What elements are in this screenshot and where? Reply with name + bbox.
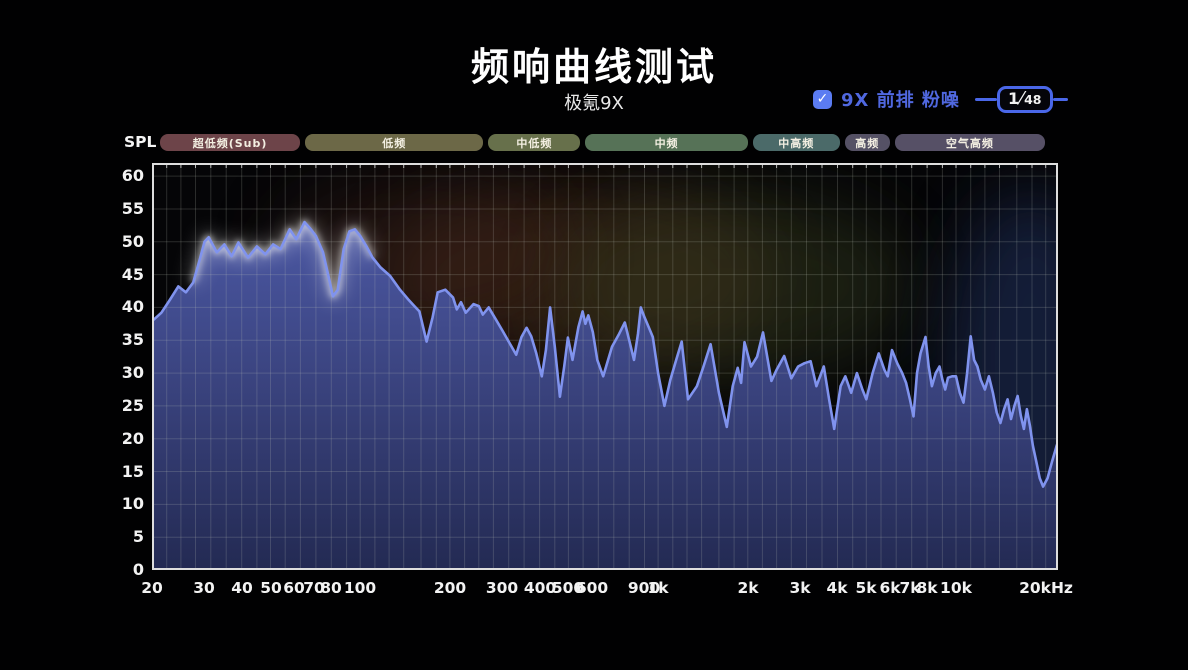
- x-tick-label: 60: [283, 579, 305, 597]
- x-tick-label: 500: [551, 579, 585, 597]
- y-tick-label: 40: [121, 297, 144, 316]
- band-pill: 中频: [585, 134, 748, 151]
- y-tick-label: 10: [121, 494, 144, 513]
- counter-slash-icon: ⁄: [1020, 87, 1024, 109]
- y-tick-label: 0: [132, 560, 144, 579]
- y-tick-label: 60: [121, 166, 144, 185]
- band-pill: 高频: [844, 134, 890, 151]
- x-tick-label: 6k: [879, 579, 901, 597]
- x-tick-label: 70: [303, 579, 325, 597]
- x-tick-label: 4k: [826, 579, 848, 597]
- band-pill-label: 中高频: [778, 136, 815, 150]
- band-pill: 低频: [305, 134, 484, 151]
- y-tick-label: 55: [121, 199, 144, 218]
- plot-border: [152, 163, 1058, 570]
- y-tick-label: 5: [132, 527, 144, 546]
- counter-badge: 1 ⁄ 48: [996, 85, 1053, 113]
- y-tick-label: 20: [121, 429, 144, 448]
- x-tick-label: 400: [523, 579, 557, 597]
- x-tick-label: 30: [193, 579, 215, 597]
- x-tick-label: 10k: [940, 579, 972, 597]
- band-pill: 空气高频: [894, 134, 1045, 151]
- band-pill-label: 低频: [382, 136, 407, 150]
- chart-plot-area: [152, 163, 1058, 570]
- series-label[interactable]: 9X 前排 粉噪: [841, 90, 960, 111]
- x-tick-label: 50: [260, 579, 282, 597]
- x-tick-label: 3k: [789, 579, 811, 597]
- x-tick-label: 20: [141, 579, 163, 597]
- band-pill-label: 空气高频: [945, 136, 994, 150]
- x-tick-label: 100: [343, 579, 377, 597]
- counter-left-dash: [974, 97, 997, 101]
- band-pill-label: 中低频: [516, 136, 553, 150]
- x-tick-label: 200: [433, 579, 467, 597]
- checkmark-icon: ✓: [816, 91, 829, 107]
- y-axis-title: SPL: [124, 133, 157, 151]
- x-tick-label: 40: [231, 579, 253, 597]
- spectrum-line: [152, 220, 1058, 488]
- counter-current: 1: [1007, 88, 1020, 108]
- band-pill: 中低频: [488, 134, 581, 151]
- y-tick-label: 30: [121, 363, 144, 382]
- band-pill: 中高频: [752, 134, 840, 151]
- area-fill: [152, 222, 1058, 570]
- band-pill-label: 中频: [654, 136, 679, 150]
- x-tick-label: 5k: [855, 579, 877, 597]
- y-tick-label: 35: [121, 330, 144, 349]
- counter-total: 48: [1024, 91, 1042, 107]
- x-tick-label: 7k: [899, 579, 921, 597]
- page-counter: 1 ⁄ 48: [974, 85, 1068, 113]
- band-pill-label: 高频: [855, 136, 880, 150]
- y-tick-label: 15: [121, 462, 144, 481]
- page-title: 频响曲线测试: [470, 45, 717, 89]
- x-tick-label: 20kHz: [1019, 579, 1073, 597]
- x-tick-label: 1k: [647, 579, 669, 597]
- band-pill-label: 超低频(Sub): [192, 136, 268, 150]
- y-tick-label: 25: [121, 396, 144, 415]
- x-tick-label: 2k: [737, 579, 759, 597]
- series-checkbox[interactable]: ✓: [813, 89, 832, 109]
- x-tick-label: 300: [485, 579, 519, 597]
- x-tick-label: 600: [575, 579, 609, 597]
- band-pill: 超低频(Sub): [160, 134, 301, 151]
- page-subtitle: 极氪9X: [564, 93, 624, 114]
- y-tick-label: 45: [121, 265, 144, 284]
- spl-area-chart: [152, 163, 1058, 570]
- chart-layers: [152, 163, 1058, 570]
- x-tick-label: 80: [320, 579, 342, 597]
- y-tick-label: 50: [121, 232, 144, 251]
- x-tick-label: 8k: [916, 579, 938, 597]
- counter-right-dash: [1052, 97, 1068, 101]
- frequency-band-header-row: 超低频(Sub) 低频 中低频 中频 中高频 高频 空气高频: [160, 134, 1045, 151]
- x-tick-label: 900: [627, 579, 661, 597]
- legend: ✓ 9X 前排 粉噪 1 ⁄ 48: [813, 85, 1068, 113]
